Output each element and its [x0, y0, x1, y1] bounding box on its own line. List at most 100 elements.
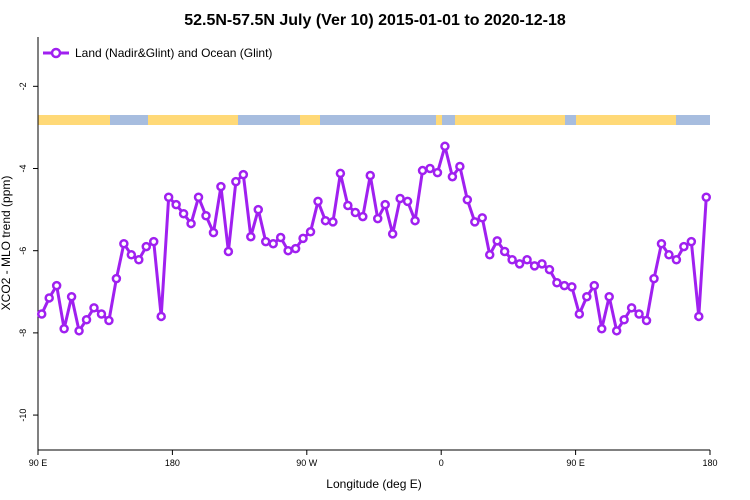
data-point — [522, 254, 532, 265]
data-point — [634, 309, 644, 319]
data-point — [372, 213, 383, 224]
data-point — [350, 207, 361, 218]
data-point — [544, 264, 555, 275]
land-band — [38, 115, 110, 125]
data-point — [358, 211, 368, 222]
ocean-band — [38, 115, 710, 125]
data-point — [395, 193, 405, 204]
data-point — [36, 309, 47, 319]
y-tick-label: -10 — [18, 409, 28, 422]
data-point — [589, 280, 600, 291]
data-point — [701, 192, 712, 203]
data-point — [126, 250, 137, 260]
data-point — [178, 208, 189, 219]
data-point — [74, 326, 84, 336]
data-point — [104, 315, 114, 326]
x-tick-label: 180 — [165, 458, 180, 468]
x-tick-label: 90 W — [296, 458, 318, 468]
data-point — [253, 204, 264, 215]
data-point — [477, 213, 488, 223]
data-point — [686, 236, 697, 247]
y-tick-label: -6 — [18, 247, 28, 255]
data-point — [290, 243, 301, 254]
data-point — [455, 161, 465, 172]
data-point — [141, 241, 152, 252]
data-point — [268, 238, 278, 249]
data-point — [619, 314, 629, 325]
x-tick-label: 180 — [702, 458, 717, 468]
data-point — [432, 167, 443, 178]
data-point — [275, 232, 286, 243]
data-point — [89, 303, 99, 313]
data-point — [387, 229, 398, 239]
data-point — [417, 165, 428, 176]
data-point — [447, 171, 458, 182]
data-point — [574, 309, 585, 319]
land-band — [436, 115, 442, 125]
data-point — [186, 218, 196, 229]
x-tick-label: 90 E — [29, 458, 48, 468]
x-axis-label: Longitude (deg E) — [326, 477, 421, 491]
data-point — [552, 277, 562, 288]
data-point — [694, 311, 704, 322]
land-band — [148, 115, 238, 125]
legend-label: Land (Nadir&Glint) and Ocean (Glint) — [75, 46, 272, 60]
data-point — [484, 250, 495, 260]
y-tick-label: -2 — [18, 82, 28, 90]
data-point — [679, 241, 689, 252]
y-tick-label: -8 — [18, 329, 28, 337]
land-band — [576, 115, 676, 125]
data-point — [298, 233, 308, 244]
data-point — [51, 280, 62, 291]
data-point — [514, 259, 525, 269]
data-point — [611, 326, 622, 336]
data-point — [260, 236, 271, 247]
data-point — [305, 227, 316, 237]
x-tick-label: 90 E — [566, 458, 585, 468]
data-point — [171, 199, 181, 210]
data-point — [81, 314, 92, 325]
data-point — [470, 217, 480, 227]
data-point — [604, 291, 614, 302]
data-point — [649, 273, 659, 284]
data-point — [216, 181, 226, 192]
y-tick-label: -4 — [18, 164, 28, 172]
data-point — [328, 217, 338, 227]
y-axis-label: XCO2 - MLO trend (ppm) — [0, 176, 13, 311]
data-point — [641, 315, 652, 326]
data-point — [156, 311, 166, 322]
data-point — [365, 170, 376, 181]
data-point — [96, 309, 107, 319]
data-point — [246, 231, 256, 242]
data-point — [596, 324, 607, 334]
data-point — [567, 282, 577, 292]
data-point — [134, 254, 144, 265]
data-point — [425, 163, 435, 174]
data-point — [499, 246, 510, 257]
legend-marker — [50, 47, 62, 59]
data-point — [335, 168, 346, 179]
data-point — [582, 291, 592, 302]
data-point — [111, 273, 122, 284]
data-point — [656, 238, 667, 249]
data-point — [238, 169, 249, 180]
land-ocean-strip — [38, 115, 710, 125]
data-point — [537, 259, 547, 269]
data-point — [163, 192, 174, 203]
data-point — [320, 215, 331, 226]
x-tick-label: 0 — [439, 458, 444, 468]
data-point — [313, 196, 323, 207]
data-point — [380, 199, 390, 210]
data-point — [559, 280, 570, 291]
data-point — [44, 293, 54, 303]
data-point — [410, 215, 420, 226]
data-point — [223, 246, 234, 257]
data-point — [66, 291, 77, 302]
chart-title: 52.5N-57.5N July (Ver 10) 2015-01-01 to … — [184, 12, 566, 29]
data-point — [59, 324, 69, 334]
data-point — [671, 254, 682, 265]
data-point — [148, 236, 159, 247]
data-point — [626, 303, 637, 313]
data-point — [343, 200, 353, 211]
